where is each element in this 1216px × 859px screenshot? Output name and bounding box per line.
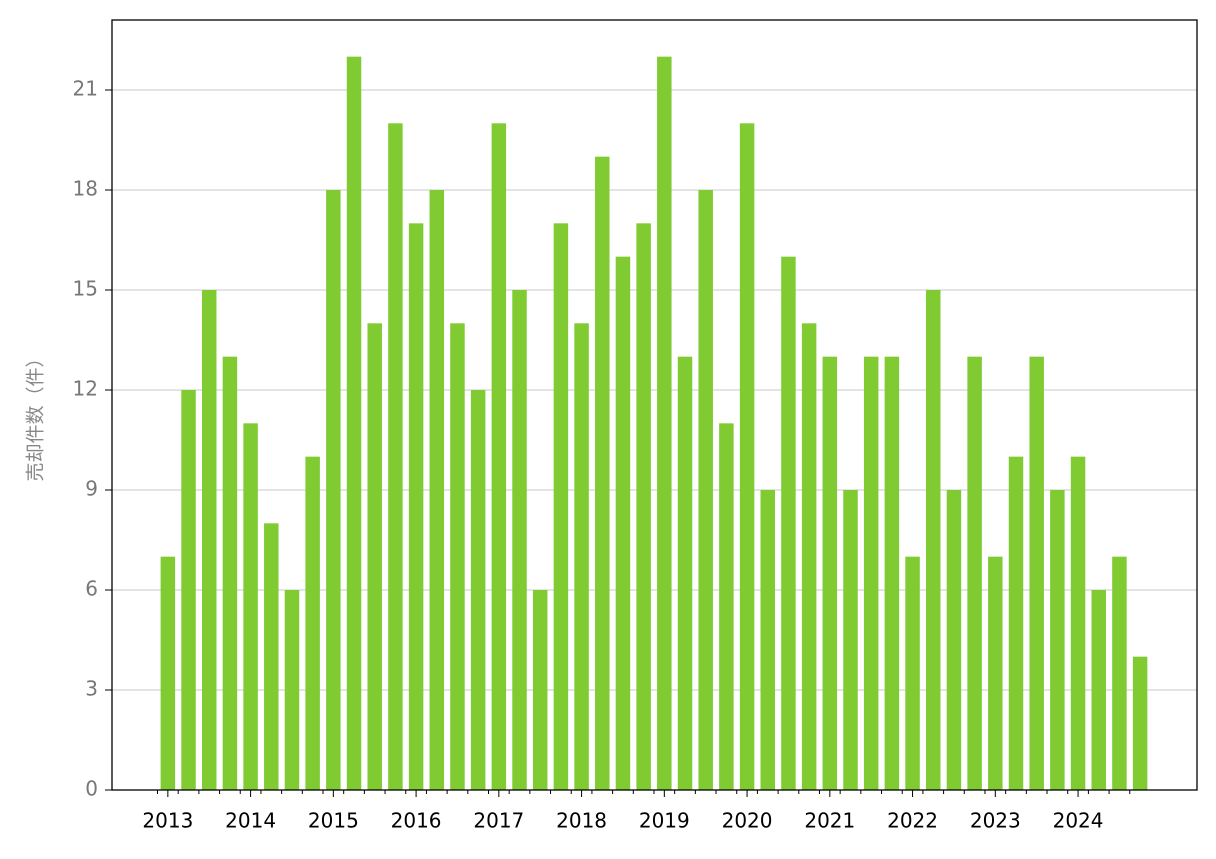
bar	[1112, 556, 1127, 790]
bar	[1029, 356, 1044, 790]
bar	[739, 123, 755, 791]
y-tick-label: 18	[73, 177, 98, 201]
y-tick-label: 6	[85, 577, 98, 601]
y-tick-label: 15	[73, 277, 98, 301]
bar	[512, 290, 527, 790]
bar	[470, 390, 486, 790]
bar	[222, 356, 238, 790]
bar	[967, 356, 982, 790]
bar	[719, 423, 734, 790]
bar	[946, 490, 962, 790]
bar	[636, 223, 651, 791]
bar	[926, 290, 941, 790]
bar	[160, 556, 176, 790]
y-tick-label: 9	[85, 477, 98, 501]
bar	[1132, 656, 1148, 790]
bar	[491, 123, 507, 791]
x-tick-label: 2021	[804, 809, 855, 833]
x-tick-label: 2015	[308, 809, 359, 833]
bar	[264, 523, 279, 790]
x-tick-label: 2023	[970, 809, 1021, 833]
bar	[781, 256, 796, 791]
x-tick-label: 2014	[225, 809, 276, 833]
x-tick-label: 2016	[391, 809, 442, 833]
bar	[201, 290, 217, 790]
bar	[1070, 456, 1086, 790]
bar	[553, 223, 569, 791]
y-tick-label: 0	[85, 777, 98, 801]
x-tick-label: 2017	[473, 809, 524, 833]
bar	[988, 556, 1003, 790]
bar	[450, 323, 465, 790]
bar	[863, 356, 879, 790]
bar	[843, 490, 858, 790]
bar	[284, 590, 300, 790]
x-tick-label: 2024	[1053, 809, 1104, 833]
bar	[181, 390, 196, 790]
y-axis-label: 売却件数（件）	[25, 348, 47, 481]
y-tick-label: 3	[85, 677, 98, 701]
bar	[884, 356, 900, 790]
bar	[677, 356, 693, 790]
bar	[243, 423, 258, 790]
y-tick-label: 12	[73, 377, 98, 401]
bar	[305, 456, 320, 790]
x-tick-label: 2019	[639, 809, 690, 833]
bar	[367, 323, 382, 790]
x-tick-label: 2013	[142, 809, 193, 833]
bar	[532, 590, 548, 790]
x-tick-label: 2020	[722, 809, 773, 833]
bar	[657, 56, 672, 790]
bar	[408, 223, 424, 791]
x-tick-label: 2022	[887, 809, 938, 833]
bar	[760, 490, 775, 790]
bar	[346, 56, 362, 790]
bar	[1050, 490, 1065, 790]
x-tick-label: 2018	[556, 809, 607, 833]
bar	[1091, 590, 1106, 790]
plot-frame	[111, 19, 1198, 791]
bar	[801, 323, 817, 790]
bar	[615, 256, 631, 791]
bar	[595, 156, 610, 790]
bar	[326, 190, 341, 790]
bar	[1008, 456, 1024, 790]
bar	[388, 123, 403, 791]
bar	[698, 190, 713, 790]
bar	[822, 356, 838, 790]
bar	[905, 556, 920, 790]
y-tick-label: 21	[73, 77, 98, 101]
bar	[429, 190, 445, 790]
bar	[574, 323, 589, 790]
